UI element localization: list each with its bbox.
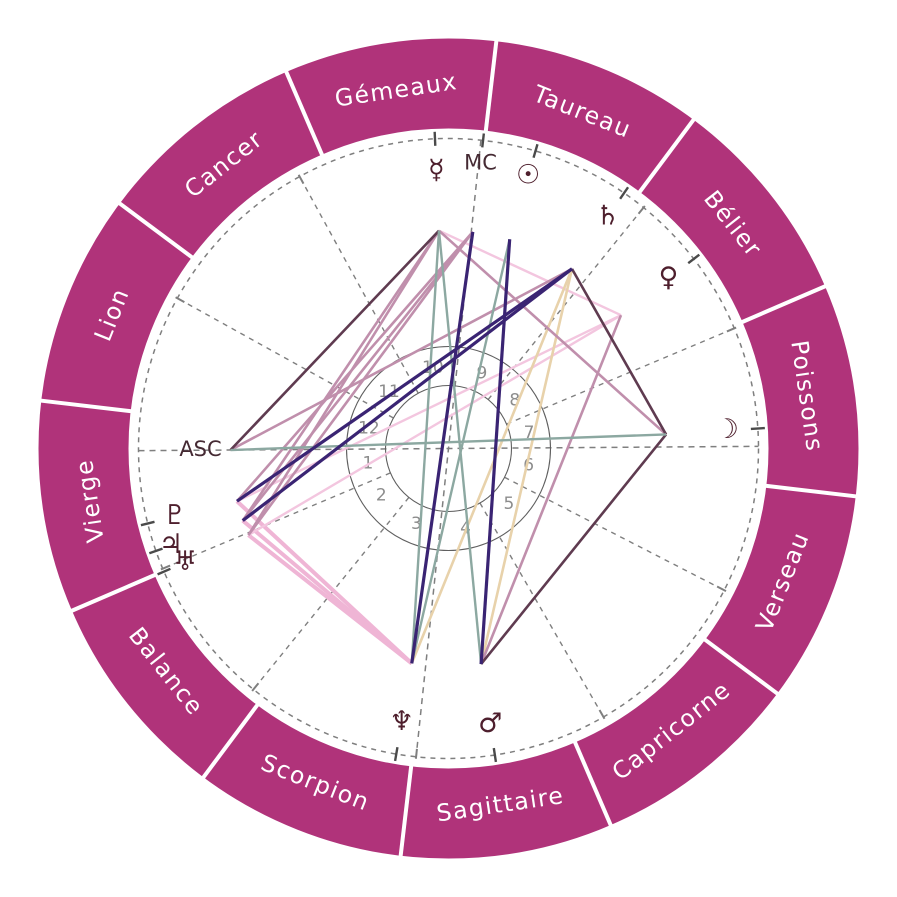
house-number-7: 7 bbox=[524, 423, 535, 443]
house-number-8: 8 bbox=[509, 390, 520, 410]
aspect-line-venus-uranus bbox=[247, 314, 622, 537]
cusp-tick bbox=[251, 682, 260, 692]
cusp-tick bbox=[414, 748, 418, 759]
aspect-line-uranus-neptune bbox=[247, 533, 414, 665]
cusp-tick bbox=[637, 205, 646, 215]
planet-tick-saturn bbox=[619, 186, 630, 200]
aspect-line-saturn-neptune bbox=[410, 268, 574, 664]
house-number-2: 2 bbox=[376, 486, 387, 506]
mars-symbol: ♂ bbox=[478, 708, 502, 739]
sign-divider bbox=[116, 200, 196, 261]
aspect-line-saturn-pluto bbox=[236, 267, 573, 503]
house-number-3: 3 bbox=[411, 514, 422, 534]
cusp-tick bbox=[297, 174, 305, 185]
house-number-11: 11 bbox=[378, 382, 400, 402]
sign-divider bbox=[738, 283, 829, 325]
house-cusp-line bbox=[177, 297, 394, 419]
sign-divider bbox=[572, 738, 614, 829]
planet-tick-venus bbox=[687, 253, 701, 265]
aspect-line-saturn-jupiter bbox=[241, 267, 573, 522]
sign-divider bbox=[200, 701, 261, 781]
cusp-tick bbox=[716, 585, 727, 593]
cusp-tick bbox=[726, 326, 737, 333]
house-cusp-line bbox=[299, 176, 419, 394]
sign-divider bbox=[283, 68, 325, 159]
neptune-symbol: ♆ bbox=[390, 706, 414, 737]
pluto-symbol: ♇ bbox=[163, 500, 187, 531]
moon-symbol: ☽ bbox=[715, 414, 739, 445]
cusp-tick bbox=[175, 296, 185, 303]
planet-tick-moon bbox=[750, 426, 765, 431]
asc-label: ASC bbox=[179, 437, 221, 461]
aspect-line-mercury-neptune bbox=[410, 230, 441, 664]
sun-symbol: ☉ bbox=[516, 159, 540, 190]
aspect-line-sun-mars bbox=[479, 239, 512, 665]
planet-tick-mars bbox=[492, 747, 498, 763]
aspect-line-asc-mercury bbox=[229, 229, 440, 451]
planet-tick-mercury bbox=[433, 131, 437, 146]
sign-divider bbox=[38, 398, 134, 414]
uranus-symbol: ♅ bbox=[173, 546, 197, 577]
house-number-6: 6 bbox=[523, 456, 534, 476]
aspect-line-mercury-mars bbox=[437, 230, 483, 665]
sign-divider bbox=[68, 572, 159, 614]
house-cusp-line bbox=[479, 502, 605, 718]
aspect-line-uranus-mercury bbox=[247, 230, 441, 536]
aspect-line-asc-moon bbox=[230, 433, 667, 452]
planet-tick-sun bbox=[532, 143, 539, 159]
sign-divider bbox=[398, 763, 414, 859]
house-cusp-line bbox=[487, 207, 645, 400]
sign-divider bbox=[636, 116, 697, 196]
mc-tick bbox=[481, 133, 486, 148]
house-number-9: 9 bbox=[476, 364, 487, 384]
outer-dashed-circle bbox=[137, 137, 760, 760]
venus-symbol: ♀ bbox=[659, 262, 679, 293]
saturn-symbol: ♄ bbox=[596, 200, 620, 231]
planet-tick-neptune bbox=[393, 746, 399, 762]
house-cusp-line bbox=[504, 476, 725, 591]
aspect-line-moon-mars bbox=[480, 433, 668, 665]
planet-tick-pluto bbox=[140, 520, 155, 527]
aspect-line-saturn-moon bbox=[570, 268, 668, 436]
sign-divider bbox=[763, 483, 859, 499]
aspect-line-jupiter-mercury bbox=[241, 229, 441, 522]
house-wheel-inner-circle bbox=[384, 384, 513, 513]
jupiter-symbol: ♃ bbox=[159, 529, 183, 560]
house-number-5: 5 bbox=[504, 494, 515, 514]
mc-label: MC bbox=[464, 150, 497, 174]
sign-divider bbox=[483, 38, 499, 134]
aspect-line-mercury-moon bbox=[438, 229, 667, 436]
house-cusp-line bbox=[162, 472, 391, 570]
cusp-tick bbox=[598, 709, 606, 720]
zodiac-ring bbox=[38, 38, 859, 859]
planet-tick-uranus bbox=[157, 567, 171, 576]
aspect-line-mc-neptune bbox=[410, 231, 475, 664]
planet-tick-jupiter bbox=[148, 547, 163, 555]
cusp-tick bbox=[160, 564, 171, 571]
house-cusp-line bbox=[506, 327, 735, 425]
mercury-symbol: ☿ bbox=[428, 154, 445, 185]
sign-divider bbox=[701, 636, 781, 697]
